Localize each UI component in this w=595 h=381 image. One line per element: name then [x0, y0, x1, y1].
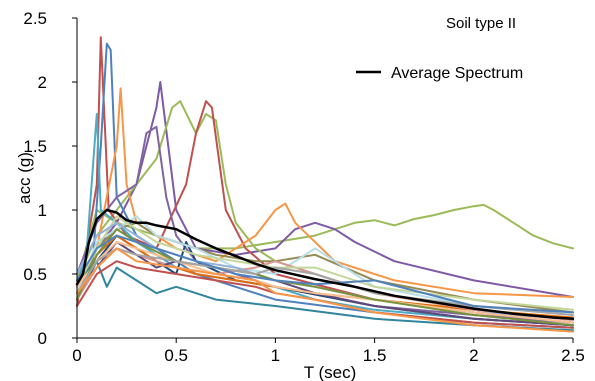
x-tick-label: 1: [271, 346, 280, 365]
soil-type-annotation: Soil type II: [446, 15, 516, 32]
x-tick-label: 1.5: [363, 346, 387, 365]
y-tick-label: 2.5: [23, 9, 47, 28]
series-line-record-15: [76, 215, 574, 311]
y-tick-label: 2: [38, 73, 47, 92]
series-line-record-10: [76, 221, 574, 314]
y-tick-label: 0.5: [23, 265, 47, 284]
x-tick-label: 2: [469, 346, 478, 365]
series-line-average-spectrum: [75, 208, 575, 321]
x-tick-label: 0: [72, 346, 81, 365]
x-axis-title: T (sec): [304, 363, 357, 381]
y-tick-label: 0: [38, 329, 47, 348]
series-line-record-4: [76, 36, 574, 324]
series-line-record-13: [76, 260, 574, 332]
x-tick-label: 2.5: [561, 346, 585, 365]
series-line-record-6: [76, 87, 574, 298]
axes-layer: [76, 18, 573, 339]
tick-layer: 0 0.5 1 1.5 2 2.5 0 0.5 1 1.5 2 2.5: [23, 9, 584, 365]
x-tick-label: 0.5: [164, 346, 188, 365]
legend-label-average-spectrum: Average Spectrum: [391, 65, 523, 82]
series-line-record-11: [76, 215, 574, 316]
y-tick-label: 1: [38, 201, 47, 220]
series-line-record-23: [76, 247, 574, 333]
y-axis-title: acc (g): [15, 152, 34, 204]
series-line-record-21: [76, 234, 574, 314]
legend: Average Spectrum: [356, 65, 523, 82]
y-tick-label: 1.5: [23, 137, 47, 156]
series-layer: [75, 36, 575, 333]
